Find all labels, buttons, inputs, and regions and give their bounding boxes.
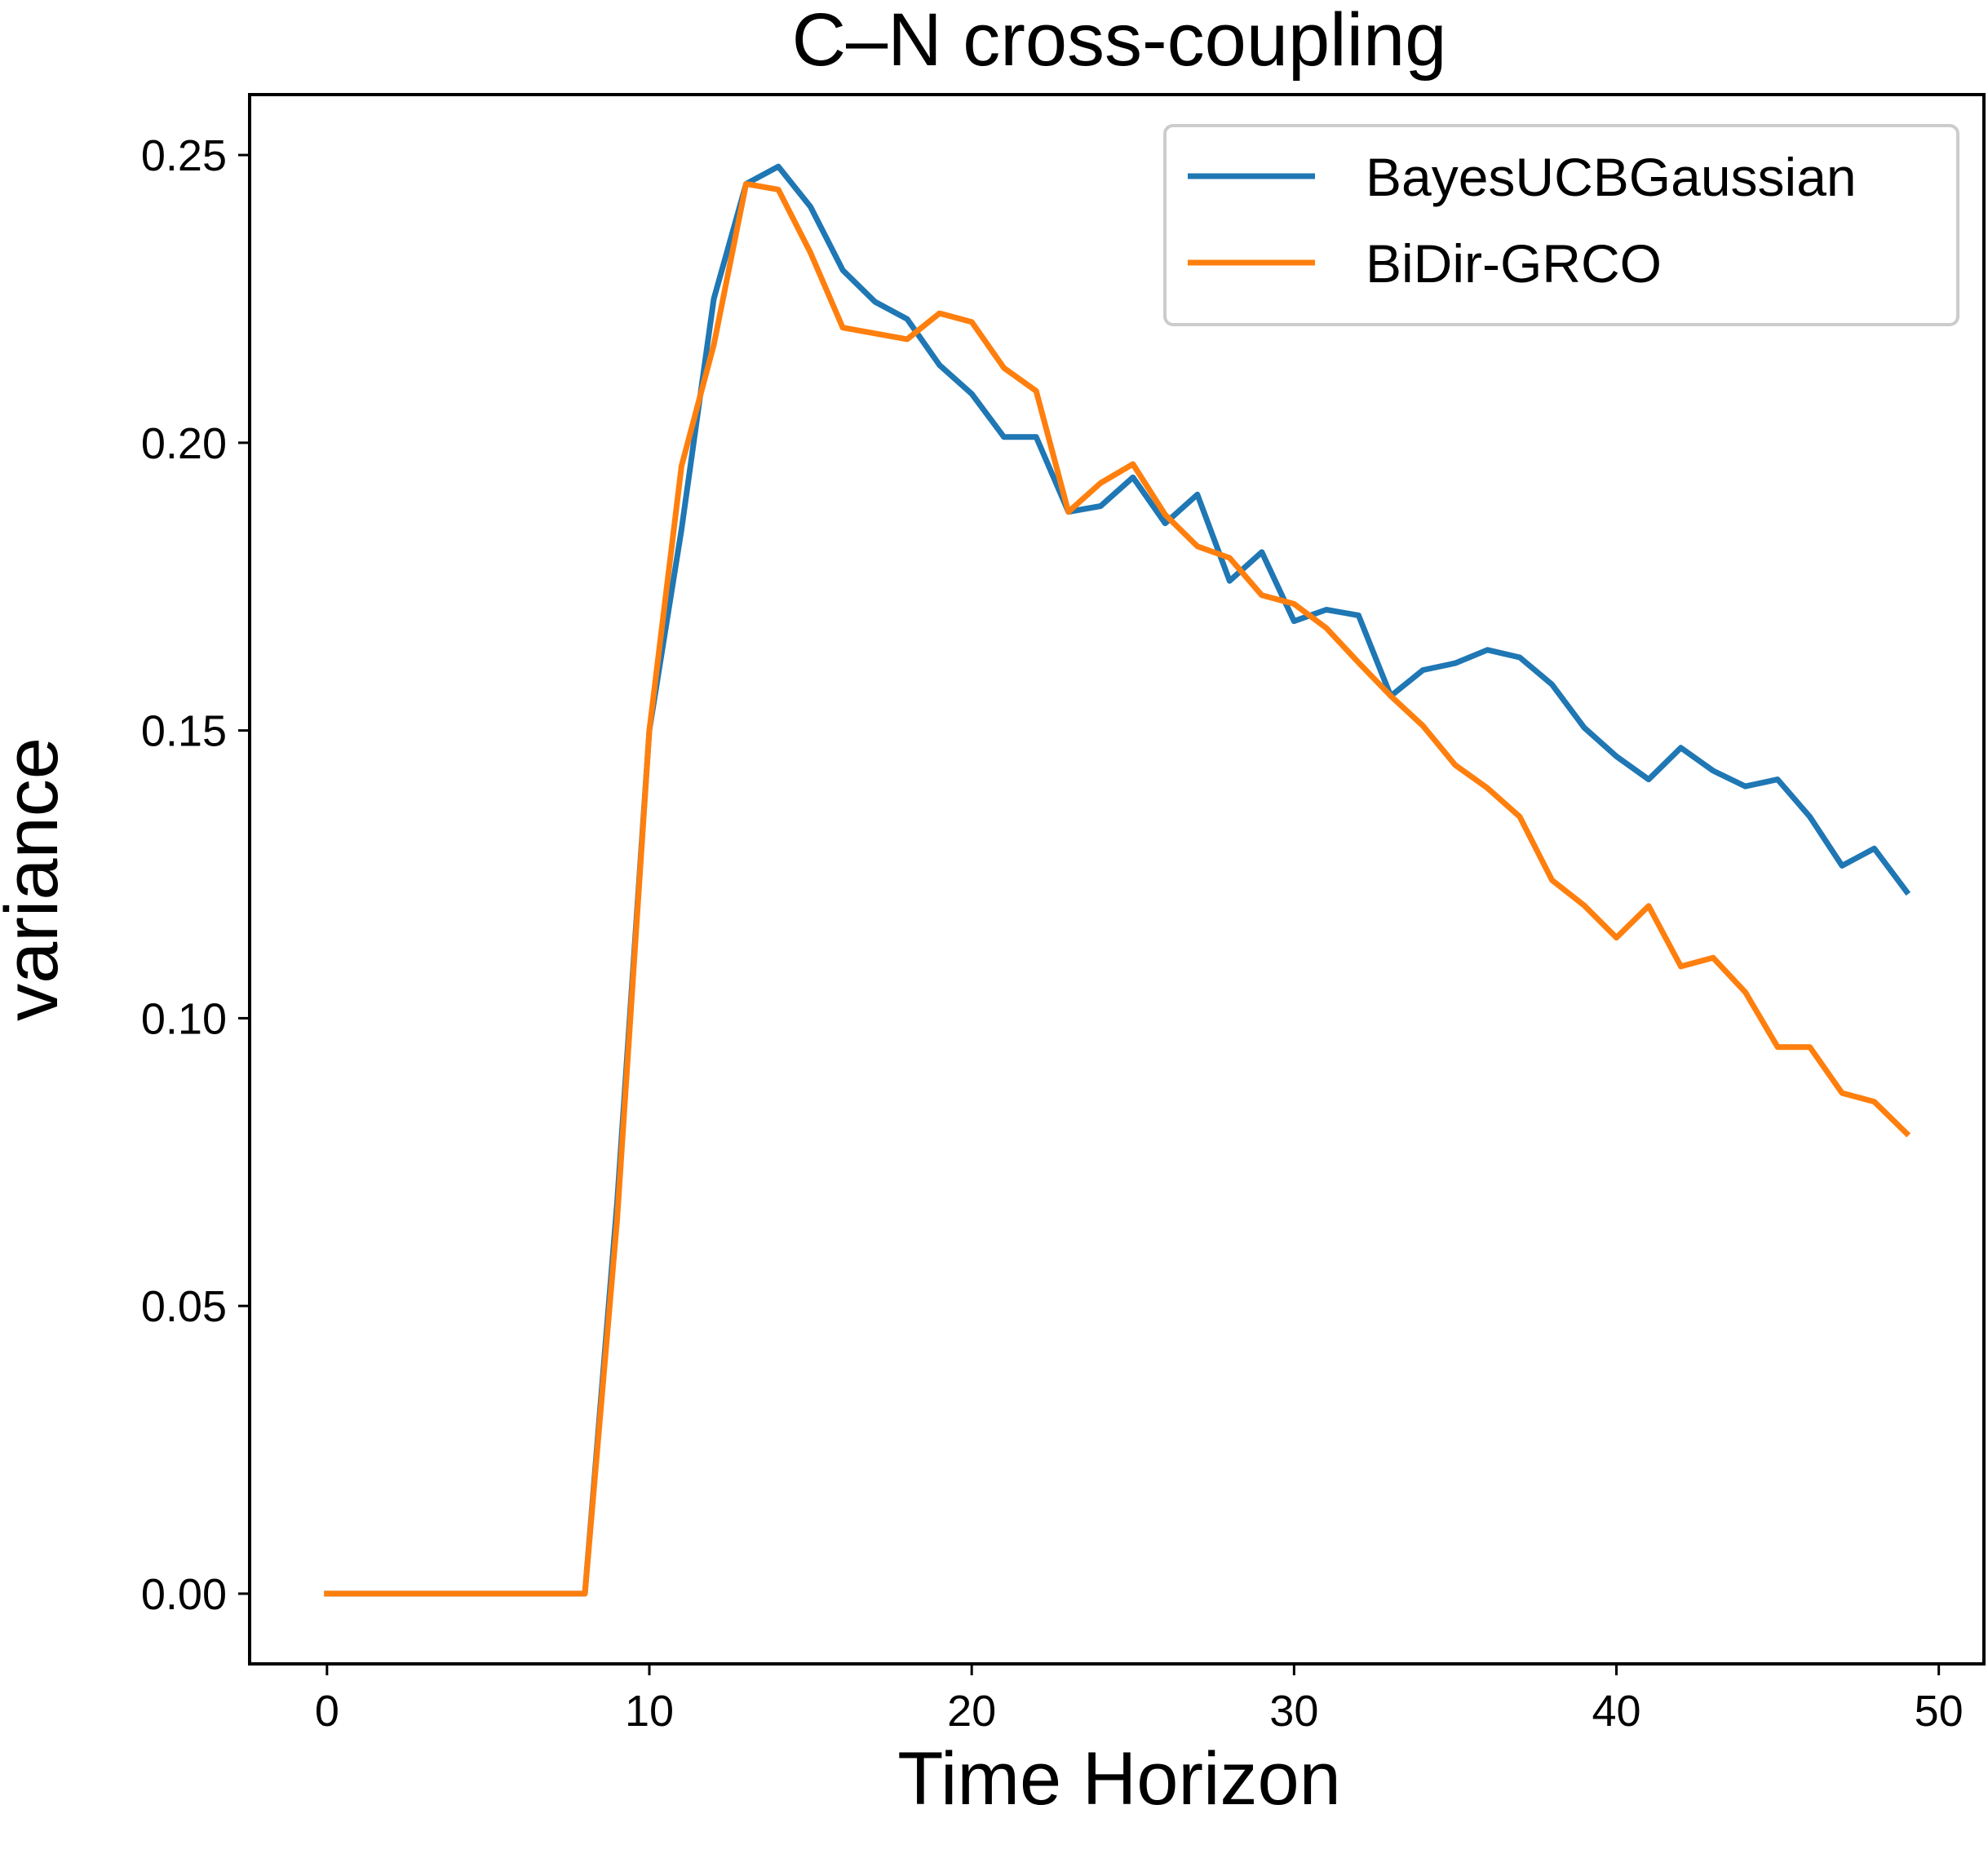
- y-tick-label-2: 0.10: [141, 994, 227, 1043]
- legend-label-bayesucbgaussian: BayesUCBGaussian: [1366, 147, 1857, 207]
- legend-box: [1163, 124, 1959, 326]
- chart-title: C–N cross-coupling: [792, 0, 1447, 82]
- y-tick-label-4: 0.20: [141, 419, 227, 468]
- series-layer: [324, 163, 1911, 1597]
- x-tick-label-50: 50: [1915, 1687, 1964, 1736]
- x-axis-label: Time Horizon: [897, 1737, 1341, 1820]
- x-tick-label-10: 10: [625, 1687, 674, 1736]
- legend-label-bidir-grco: BiDir-GRCO: [1366, 233, 1662, 294]
- series-line-bidir-grco: [324, 180, 1911, 1597]
- legend: BayesUCBGaussian BiDir-GRCO: [1163, 124, 1959, 326]
- y-axis-label: variance: [0, 737, 73, 1021]
- series-line-bayesucbgaussian: [324, 163, 1911, 1597]
- y-tick-label-3: 0.15: [141, 707, 227, 756]
- x-tick-label-0: 0: [315, 1687, 339, 1736]
- y-tick-label-1: 0.05: [141, 1282, 227, 1331]
- plot-area: [248, 93, 1986, 1666]
- axes-frame: [248, 93, 1986, 1666]
- y-axis: 0.00 0.05 0.10 0.15 0.20 0.25: [141, 131, 250, 1619]
- x-tick-label-30: 30: [1269, 1687, 1318, 1736]
- x-tick-label-40: 40: [1592, 1687, 1640, 1736]
- y-tick-label-0: 0.00: [141, 1570, 227, 1619]
- x-tick-label-20: 20: [947, 1687, 996, 1736]
- y-tick-label-5: 0.25: [141, 131, 227, 180]
- x-axis: 0 10 20 30 40 50: [315, 1664, 1964, 1736]
